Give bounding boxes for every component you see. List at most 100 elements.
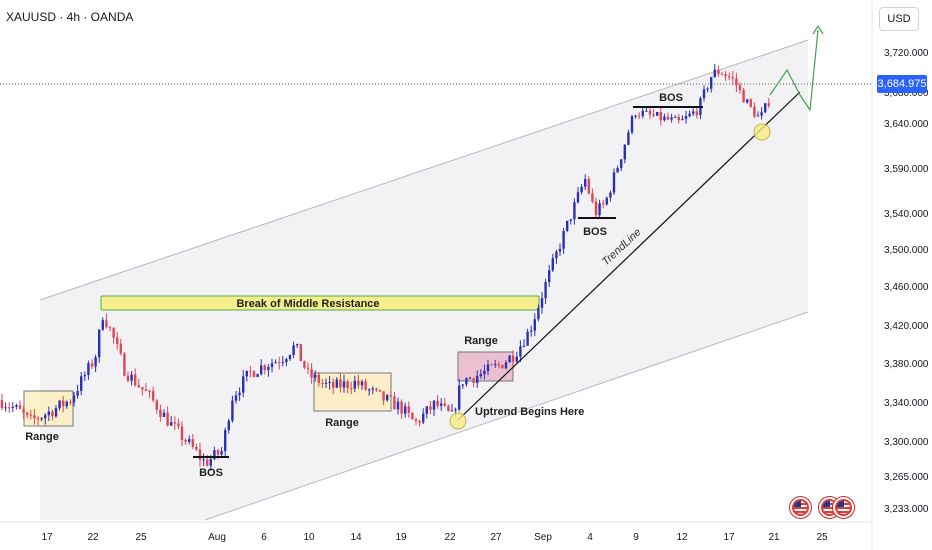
- symbol-title[interactable]: XAUUSD · 4h · OANDA: [6, 10, 134, 24]
- x-tick-label: 25: [816, 532, 828, 543]
- candle-body: [749, 99, 752, 107]
- x-axis[interactable]: 17 22 25 Aug 6 10 14 19 22 27 Sep 4 9 12 17 21 25: [41, 532, 828, 543]
- candle-body: [425, 406, 428, 414]
- candle-body: [468, 378, 472, 380]
- candle-body: [746, 99, 749, 103]
- x-tick-label: 10: [303, 532, 315, 543]
- candle-body: [760, 112, 763, 116]
- candle-body: [209, 458, 212, 466]
- candle-body: [191, 439, 194, 447]
- candle-body: [393, 396, 396, 410]
- candle-body: [713, 69, 716, 78]
- y-tick-label: 3,540.000: [884, 209, 929, 220]
- candle-body: [494, 364, 497, 366]
- candle-body: [94, 357, 97, 367]
- x-tick-label: 21: [768, 532, 780, 543]
- candle-body: [173, 422, 176, 424]
- candle-body: [112, 328, 115, 338]
- us-flag-icon[interactable]: [790, 497, 811, 518]
- candle-body: [44, 415, 47, 419]
- x-tick-label: 9: [633, 532, 639, 543]
- candle-body: [555, 251, 558, 259]
- candle-body: [278, 362, 281, 364]
- candle-body: [101, 320, 104, 330]
- candle-body: [260, 365, 263, 375]
- candle-body: [155, 400, 158, 410]
- candle-body: [479, 374, 482, 377]
- candle-body: [72, 395, 76, 403]
- middle-resistance-label: Break of Middle Resistance: [236, 298, 379, 310]
- x-tick-label: 17: [41, 532, 53, 543]
- y-tick-label: 3,680.000: [884, 88, 929, 99]
- candle-body: [688, 113, 691, 117]
- candle-body: [677, 116, 680, 121]
- candle-body: [612, 172, 616, 193]
- range-label-2: Range: [325, 417, 359, 429]
- candle-body: [576, 192, 580, 203]
- candle-body: [353, 380, 356, 389]
- candle-body: [551, 258, 554, 271]
- candle-body: [364, 381, 367, 390]
- candle-body: [231, 400, 234, 421]
- candle-body: [65, 401, 68, 407]
- candle-body: [224, 430, 227, 451]
- candle-body: [476, 376, 479, 383]
- candle-body: [0, 400, 4, 409]
- candle-body: [447, 405, 450, 411]
- candle-body: [267, 367, 270, 371]
- candle-body: [620, 159, 623, 169]
- candle-body: [15, 405, 18, 407]
- candle-body: [234, 395, 238, 401]
- candle-body: [674, 116, 677, 118]
- candle-body: [670, 117, 673, 120]
- candle-body: [659, 111, 662, 121]
- candle-body: [537, 307, 540, 320]
- candle-body: [656, 111, 659, 116]
- y-axis[interactable]: 3,720.000 3,680.000 3,640.000 3,590.000 3,54…: [884, 48, 929, 515]
- candle-body: [346, 381, 349, 388]
- candle-body: [627, 132, 630, 145]
- range-label-3: Range: [464, 335, 498, 347]
- candle-body: [238, 392, 241, 396]
- candle-body: [616, 168, 619, 173]
- currency-button[interactable]: USD: [879, 7, 919, 31]
- candle-body: [501, 364, 504, 369]
- channel-upper-line: [39, 39, 809, 301]
- candle-body: [69, 401, 72, 403]
- candle-body: [414, 419, 418, 421]
- trendline: [457, 91, 801, 421]
- candle-body: [350, 387, 353, 389]
- candle-body: [638, 115, 641, 117]
- candle-body: [418, 420, 421, 423]
- candle-body: [731, 77, 734, 79]
- us-flag-icon[interactable]: [833, 497, 854, 518]
- candle-body: [497, 364, 500, 366]
- channel-lower-line: [204, 311, 809, 521]
- candle-body: [80, 376, 83, 391]
- candle-body: [386, 395, 389, 401]
- candle-body: [641, 110, 644, 116]
- x-tick-label: 22: [87, 532, 99, 543]
- candle-body: [720, 73, 724, 75]
- candle-body: [540, 298, 544, 308]
- x-tick-label: 14: [350, 532, 362, 543]
- candle-body: [584, 179, 587, 187]
- candle-body: [530, 330, 533, 332]
- candle-body: [594, 201, 598, 216]
- candle-body: [90, 363, 94, 367]
- candle-body: [371, 388, 374, 390]
- candle-body: [137, 385, 140, 388]
- candle-body: [630, 116, 634, 133]
- candle-body: [360, 381, 364, 386]
- candle-body: [663, 116, 666, 121]
- candle-body: [177, 423, 180, 427]
- y-tick-label: 3,640.000: [884, 119, 929, 130]
- candle-body: [580, 186, 583, 193]
- candle-body: [33, 415, 36, 419]
- candle-body: [11, 406, 14, 408]
- x-tick-label: Aug: [208, 532, 226, 543]
- candle-body: [184, 439, 187, 442]
- uptrend-label: Uptrend Begins Here: [475, 406, 584, 418]
- candle-body: [645, 110, 648, 112]
